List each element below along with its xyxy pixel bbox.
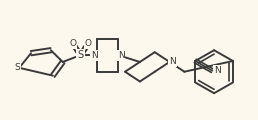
Text: N: N [169, 57, 176, 66]
Text: N: N [118, 51, 124, 60]
Text: O: O [69, 39, 76, 48]
Text: N: N [214, 66, 221, 75]
Text: N: N [91, 51, 98, 60]
Text: O: O [85, 39, 92, 48]
Text: S: S [14, 63, 20, 72]
Text: S: S [77, 50, 84, 60]
